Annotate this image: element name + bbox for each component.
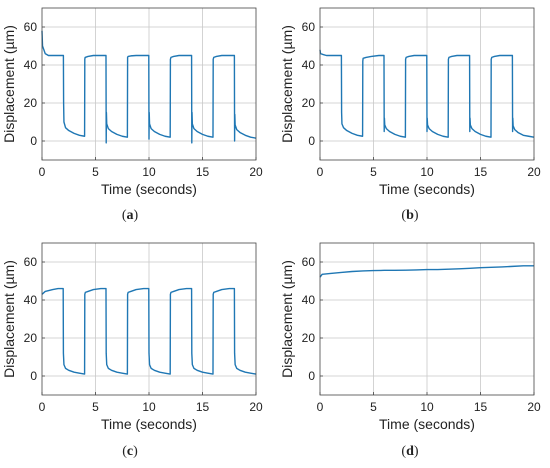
panel-d-y-tick-label: 0 (308, 369, 315, 383)
panel-d-x-tick-label: 20 (527, 400, 541, 414)
panel-a-x-tick-label: 0 (39, 165, 46, 179)
panel-d-x-tick-label: 0 (317, 400, 324, 414)
panel-a-x-tick-label: 10 (142, 165, 156, 179)
panel-c-x-tick-label: 20 (249, 400, 263, 414)
panel-a-series-line-0 (41, 30, 257, 144)
panel-d-x-tick-label: 5 (370, 400, 377, 414)
panel-a-y-tick-label: 60 (24, 20, 38, 34)
panel-c-x-tick-label: 15 (196, 400, 210, 414)
panel-a-y-tick-label: 40 (24, 58, 38, 72)
panel-label-a: (a) (121, 208, 139, 223)
panel-b-x-tick-label: 10 (420, 165, 434, 179)
panel-d-x-axis-label: Time (seconds) (379, 416, 475, 432)
panel-b-series-line-0 (319, 49, 535, 138)
panel-c-y-tick-label: 20 (24, 331, 38, 345)
panel-d-y-tick-label: 60 (302, 255, 316, 269)
panel-b-x-tick-label: 20 (527, 165, 541, 179)
panel-d-y-tick-label: 40 (302, 293, 316, 307)
panel-b-x-tick-label: 0 (317, 165, 324, 179)
panel-b-y-tick-label: 60 (302, 20, 316, 34)
panel-c-y-tick-label: 40 (24, 293, 38, 307)
panel-b-x-tick-label: 5 (370, 165, 377, 179)
panel-c-x-tick-label: 5 (92, 400, 99, 414)
panel-b-y-axis-label: Displacement (µm) (279, 25, 295, 143)
panel-a-x-axis-label: Time (seconds) (101, 181, 197, 197)
panel-letter: a (126, 208, 134, 223)
panel-a-x-tick-label: 15 (196, 165, 210, 179)
panel-a-y-axis-label: Displacement (µm) (1, 25, 17, 143)
panel-b-x-tick-label: 15 (474, 165, 488, 179)
panel-c-y-tick-label: 60 (24, 255, 38, 269)
panel-d-x-tick-label: 10 (420, 400, 434, 414)
panel-c-x-tick-label: 10 (142, 400, 156, 414)
panel-b-x-axis-label: Time (seconds) (379, 181, 475, 197)
panel-c-x-tick-label: 0 (39, 400, 46, 414)
panel-d-y-tick-label: 20 (302, 331, 316, 345)
panel-c-y-tick-label: 0 (30, 369, 37, 383)
panel-letter: b (406, 208, 414, 223)
panel-letter: c (126, 444, 134, 459)
panel-a-x-tick-label: 20 (249, 165, 263, 179)
panel-c-y-axis-label: Displacement (µm) (1, 260, 17, 378)
panel-label-c: (c) (122, 444, 138, 459)
panel-d-x-tick-label: 15 (474, 400, 488, 414)
panel-d-y-axis-label: Displacement (µm) (279, 260, 295, 378)
panel-label-d: (d) (401, 444, 419, 459)
panel-b-y-tick-label: 0 (308, 134, 315, 148)
panel-c-x-axis-label: Time (seconds) (101, 416, 197, 432)
panel-label-b: (b) (401, 208, 419, 223)
panel-a-x-tick-label: 5 (92, 165, 99, 179)
panel-d-series-line-0 (319, 265, 534, 278)
panel-a-y-tick-label: 0 (30, 134, 37, 148)
panel-b-y-tick-label: 20 (302, 96, 316, 110)
panel-c-series-line-0 (41, 287, 257, 375)
panel-a-y-tick-label: 20 (24, 96, 38, 110)
panel-letter: d (406, 444, 414, 459)
panel-b-y-tick-label: 40 (302, 58, 316, 72)
